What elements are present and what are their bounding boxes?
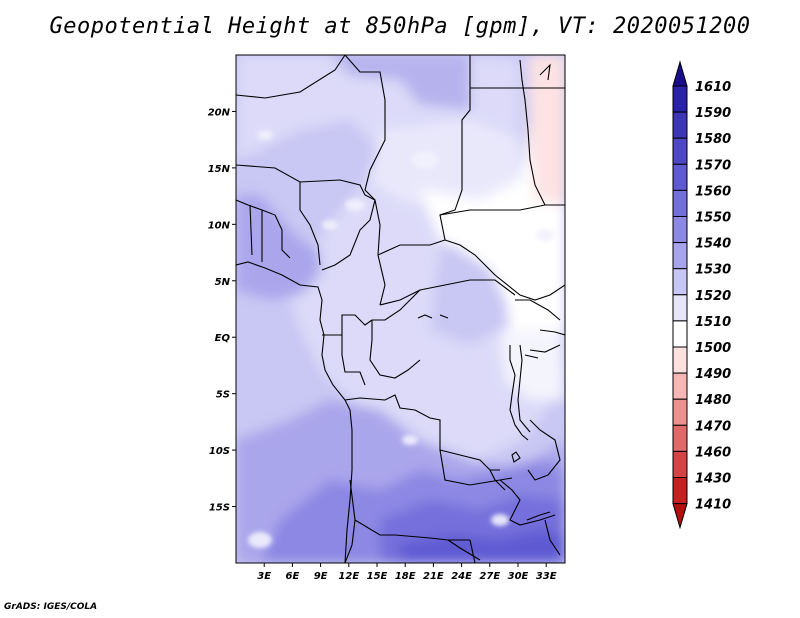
colorbar-label: 1520 [695, 289, 731, 304]
lat-tick-label: 5N [215, 277, 231, 288]
lon-tick-label: 18E [395, 571, 416, 582]
colorbar-swatch [672, 424, 688, 452]
colorbar-label: 1540 [695, 237, 731, 252]
lat-tick-label: EQ [215, 333, 231, 344]
colorbar-top-arrow [672, 60, 688, 87]
colorbar-swatch [672, 294, 688, 322]
colorbar-label: 1580 [695, 132, 731, 147]
colorbar-label: 1490 [695, 367, 731, 382]
lon-tick-label: 3E [257, 571, 271, 582]
colorbar-swatch [672, 111, 688, 139]
colorbar-swatch [672, 398, 688, 426]
lon-tick-label: 30E [508, 571, 529, 582]
lat-tick-label: 10S [209, 446, 230, 457]
colorbar-swatch [672, 477, 688, 505]
colorbar-swatch [672, 189, 688, 217]
colorbar-label: 1510 [695, 315, 731, 330]
lon-tick-label: 21E [423, 571, 444, 582]
country-borders [236, 55, 565, 563]
lon-tick-label: 27E [479, 571, 500, 582]
colorbar-label: 1530 [695, 263, 731, 278]
lat-tick-label: 20N [208, 107, 231, 118]
colorbar-swatch [672, 320, 688, 348]
lat-tick-label: 10N [208, 220, 231, 231]
colorbar-label: 1550 [695, 211, 731, 226]
colorbar-label: 1410 [695, 498, 731, 513]
colorbar-bottom-arrow [672, 503, 688, 530]
colorbar-swatch [672, 216, 688, 244]
colorbar-label: 1610 [695, 80, 731, 95]
grads-credit: GrADS: IGES/COLA [4, 602, 98, 612]
colorbar: 1610 1590 1580 1570 1560 1550 1540 1530 1520 1510… [672, 60, 731, 530]
lon-tick-label: 15E [367, 571, 388, 582]
colorbar-label: 1500 [695, 341, 731, 356]
longitude-axis: 3E 6E 9E 12E 15E 18E 21E 24E 27E 30E 33E [257, 563, 557, 582]
lat-tick-label: 15N [208, 164, 231, 175]
colorbar-label: 1570 [695, 158, 731, 173]
colorbar-label: 1480 [695, 393, 731, 408]
colorbar-label: 1430 [695, 472, 731, 487]
colorbar-swatch [672, 163, 688, 191]
map-title: Geopotential Height at 850hPa [gpm], VT:… [49, 14, 751, 39]
colorbar-swatch [672, 450, 688, 478]
colorbar-swatch [672, 85, 688, 113]
map-frame [235, 54, 566, 564]
lon-tick-label: 33E [536, 571, 557, 582]
lon-tick-label: 24E [451, 571, 472, 582]
colorbar-label: 1590 [695, 106, 731, 121]
latitude-axis: 20N 15N 10N 5N EQ 5S 10S 15S [208, 107, 236, 514]
colorbar-swatch [672, 268, 688, 296]
colorbar-label: 1460 [695, 445, 731, 460]
colorbar-swatch [672, 346, 688, 374]
colorbar-label: 1560 [695, 184, 731, 199]
lon-tick-label: 6E [286, 571, 300, 582]
lat-tick-label: 5S [216, 390, 230, 401]
colorbar-label: 1470 [695, 419, 731, 434]
colorbar-swatch [672, 242, 688, 270]
lat-tick-label: 15S [209, 503, 230, 514]
colorbar-swatch [672, 372, 688, 400]
lon-tick-label: 12E [338, 571, 359, 582]
height-field [236, 55, 565, 563]
lon-tick-label: 9E [314, 571, 328, 582]
colorbar-swatch [672, 137, 688, 165]
